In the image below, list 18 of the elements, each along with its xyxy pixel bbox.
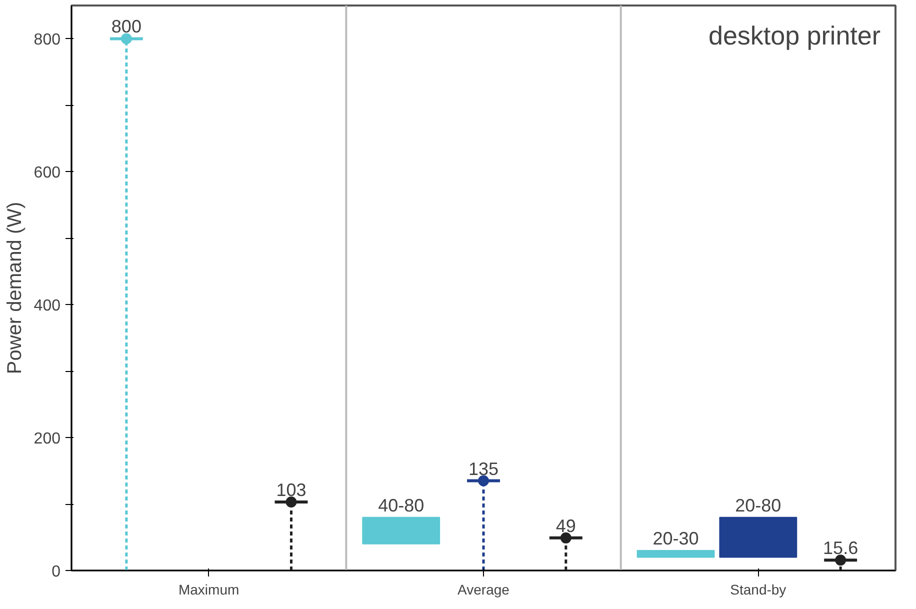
data-label: 15.6	[823, 538, 858, 558]
data-label: 20-80	[735, 495, 782, 516]
y-tick-label: 600	[34, 164, 61, 182]
y-tick-label: 0	[52, 564, 61, 580]
y-tick-label: 400	[34, 298, 61, 315]
y-tick-label: 200	[34, 430, 61, 448]
x-tick-label: Stand-by	[730, 582, 786, 598]
data-label: 135	[468, 458, 499, 479]
data-label: 40-80	[378, 495, 424, 516]
y-axis-title: Power demand (W)	[4, 202, 26, 374]
y-tick-label: 800	[34, 32, 61, 49]
x-tick-label: Maximum	[178, 582, 240, 598]
data-label: 800	[111, 16, 142, 37]
data-label: 103	[276, 480, 306, 500]
x-tick-label: Average	[458, 582, 510, 598]
annotation: desktop printer	[708, 20, 881, 50]
data-label: 49	[556, 516, 576, 536]
data-label: 20-30	[652, 528, 699, 549]
